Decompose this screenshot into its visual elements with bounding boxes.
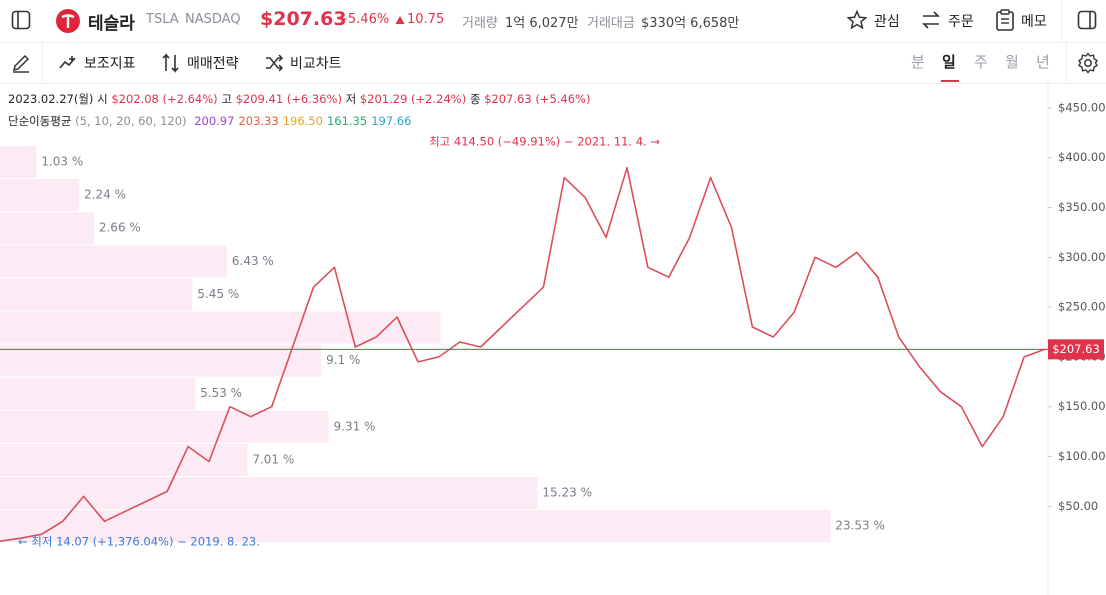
- tool-button[interactable]: 보조지표: [84, 56, 136, 72]
- exchange: NASDAQ: [185, 12, 241, 27]
- order-icon[interactable]: [921, 10, 941, 30]
- change-abs: 10.75: [407, 12, 445, 27]
- y-tick-label: $50.00: [1058, 499, 1098, 513]
- volume-label: 6.43 %: [232, 254, 274, 268]
- ma-value: 203.33: [238, 114, 279, 128]
- high: $209.41 (+6.36%): [235, 92, 342, 106]
- y-tick-label: $350.00: [1058, 200, 1106, 214]
- y-tick-label: $400.00: [1058, 150, 1106, 164]
- ohlc-info: 2023.02.27(월) 시 $202.08 (+2.64%) 고 $209.…: [8, 91, 590, 107]
- price: $207.63: [260, 8, 347, 30]
- volume: 1억 6,027만: [505, 16, 579, 31]
- volume-bar: [0, 212, 94, 245]
- volume-label: 2.24 %: [84, 188, 126, 202]
- period-button[interactable]: 일: [942, 53, 956, 71]
- close: $207.63 (+5.46%): [484, 92, 591, 106]
- volume-label: 15.23 %: [542, 486, 592, 500]
- stock-name: 테슬라: [88, 14, 135, 34]
- volume-bar: [0, 278, 193, 311]
- order-button[interactable]: 주문: [948, 14, 974, 30]
- divider: [42, 42, 43, 83]
- panel-toggle[interactable]: [11, 10, 31, 30]
- volume-bar: [0, 179, 80, 212]
- volume-bar: [0, 510, 831, 543]
- change-pct: +5.46%: [337, 12, 390, 27]
- volume-bar: [0, 146, 37, 178]
- y-tick-label: $300.00: [1058, 250, 1106, 264]
- low: $201.29 (+2.24%): [359, 92, 467, 106]
- volume-label: 2.66 %: [99, 221, 141, 235]
- volume-label: 9.31 %: [334, 419, 376, 433]
- tool-button[interactable]: 매매전략: [187, 56, 239, 72]
- open-label: 시: [97, 92, 108, 106]
- selected-underline: [941, 80, 959, 82]
- ma-value: 197.66: [371, 114, 412, 128]
- ma-value: 200.97: [194, 114, 235, 128]
- strategy-icon[interactable]: [161, 53, 181, 73]
- star-icon[interactable]: [847, 10, 867, 30]
- volume-bar: [0, 477, 538, 509]
- price-line: [0, 166, 1046, 542]
- volume-label: 7.01 %: [252, 452, 294, 466]
- ma-periods: (5, 10, 20, 60, 120): [75, 114, 187, 128]
- logo: [56, 9, 80, 33]
- date: 2023.02.27(월): [8, 92, 94, 106]
- volume-bar: [0, 344, 322, 377]
- ma-value: 196.50: [282, 114, 323, 128]
- memo-icon[interactable]: [995, 9, 1015, 31]
- high-label: 고: [221, 92, 232, 106]
- compare-icon[interactable]: [264, 53, 284, 73]
- memo-button[interactable]: 메모: [1021, 14, 1047, 30]
- volume-bar: [0, 377, 196, 410]
- top-bar: 테슬라 TSLA NASDAQ $207.63 +5.46% 10.75 거래량…: [0, 0, 1106, 43]
- divider: [1066, 42, 1067, 83]
- volume-label: 1.03 %: [41, 155, 83, 169]
- indicator-icon[interactable]: [58, 53, 78, 73]
- tool-button[interactable]: 비교차트: [290, 56, 342, 72]
- period-button[interactable]: 월: [1005, 53, 1019, 71]
- y-tick-label: $100.00: [1058, 449, 1106, 463]
- volume-bar: [0, 410, 329, 443]
- volume-label: 9.1 %: [326, 353, 360, 367]
- y-tick-label: $450.00: [1058, 100, 1106, 114]
- y-tick-label: $150.00: [1058, 399, 1106, 413]
- y-tick-label: $250.00: [1058, 300, 1106, 314]
- volume-label: 5.53 %: [200, 386, 242, 400]
- amount-label: 거래대금: [587, 16, 635, 31]
- ticker: TSLA: [146, 12, 179, 27]
- settings-icon[interactable]: [1077, 52, 1099, 74]
- period-button[interactable]: 주: [974, 53, 988, 71]
- draw-icon[interactable]: [11, 53, 31, 73]
- side-panel-toggle[interactable]: [1077, 10, 1097, 30]
- high-annotation: 최고 414.50 (−49.91%) − 2021. 11. 4. →: [429, 135, 660, 149]
- volume-label: 23.53 %: [835, 519, 885, 533]
- low-label: 저: [345, 92, 357, 106]
- volume-bar: [0, 245, 227, 278]
- close-label: 종: [469, 92, 481, 106]
- ma-label: 단순이동평균: [8, 114, 72, 128]
- up-arrow: [395, 16, 405, 24]
- current-price-tag: [1048, 339, 1104, 360]
- watch-button[interactable]: 관심: [874, 14, 900, 30]
- period-button[interactable]: 년: [1036, 53, 1050, 71]
- ma-info: 단순이동평균 (5, 10, 20, 60, 120) 200.97 203.33…: [8, 113, 411, 129]
- low-annotation: ← 최저 14.07 (+1,376.04%) − 2019. 8. 23.: [18, 535, 260, 549]
- amount: $330억 6,658만: [641, 16, 740, 31]
- volume-bar: [0, 311, 441, 344]
- divider: [1061, 0, 1062, 42]
- current-price-label: $207.63: [1052, 342, 1100, 356]
- volume-label: 5.45 %: [197, 287, 239, 301]
- volume-label: 거래량: [462, 16, 498, 31]
- ma-value: 161.35: [326, 114, 368, 128]
- period-button[interactable]: 분: [911, 53, 925, 71]
- open: $202.08 (+2.64%): [111, 92, 218, 106]
- chart: 1.03 % 2.24 % 2.66 % 6.43 % 5.45 % 9.1 % 5.53 …: [0, 84, 1106, 595]
